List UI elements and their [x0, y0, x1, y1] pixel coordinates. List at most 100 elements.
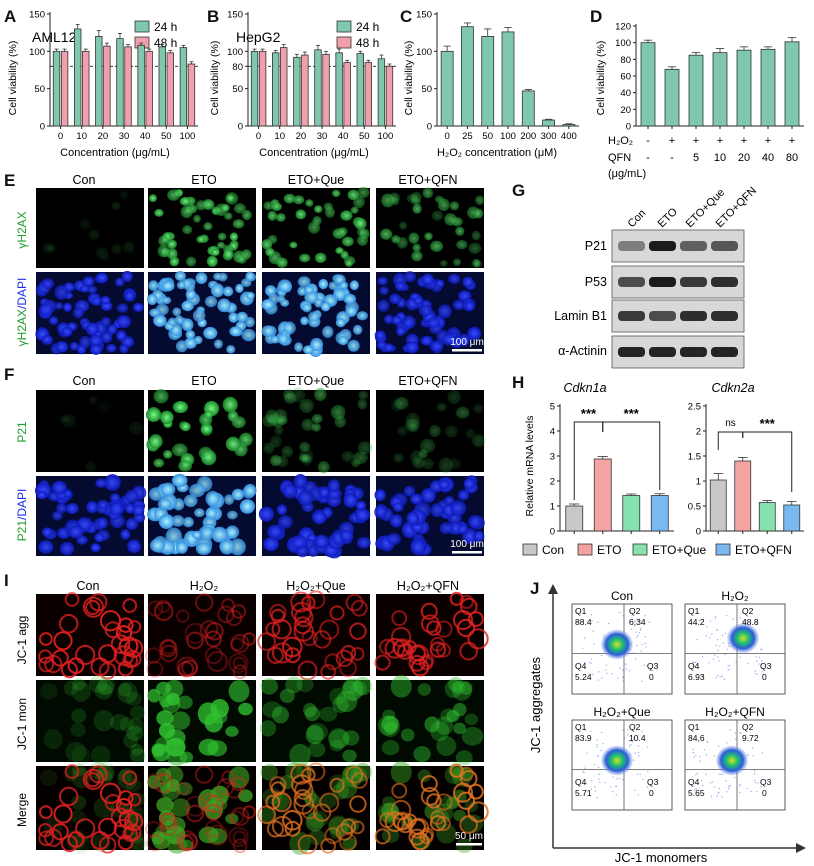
cell	[239, 499, 255, 514]
cell	[374, 654, 391, 671]
cell	[277, 515, 293, 529]
cell	[406, 511, 420, 526]
cell	[178, 660, 195, 678]
event-dot	[627, 729, 629, 731]
cell	[243, 483, 257, 498]
cell	[233, 203, 246, 214]
cell	[82, 768, 104, 790]
qfn-value: 40	[762, 152, 774, 164]
event-dot	[717, 656, 719, 658]
bar	[377, 58, 386, 127]
panel-c-ylabel: Cell viability (%)	[403, 41, 415, 116]
event-dot	[647, 770, 649, 773]
cell	[86, 501, 98, 514]
event-density	[601, 629, 633, 660]
cell	[71, 745, 91, 766]
cell	[180, 205, 193, 219]
cell	[182, 516, 194, 528]
cell	[167, 189, 181, 201]
cell	[271, 619, 292, 640]
panel-f-row1-label: P21	[15, 421, 29, 443]
cell	[110, 634, 131, 654]
cell	[75, 644, 96, 665]
event-dot	[631, 729, 633, 731]
event-dot	[692, 751, 695, 754]
cell	[176, 609, 190, 623]
cell	[189, 483, 206, 498]
q4-label: Q4	[575, 661, 587, 671]
gamma-h2ax-image	[36, 188, 144, 268]
cell	[338, 335, 349, 346]
cell	[297, 660, 318, 681]
event-dot	[757, 782, 759, 784]
cell	[297, 286, 307, 296]
gamma-h2ax-dapi-image	[374, 271, 484, 354]
scale-bar-label: 50 μm	[455, 831, 483, 842]
legend-swatch-48h	[336, 36, 352, 49]
cell	[98, 817, 118, 837]
cell	[457, 489, 470, 501]
cell	[289, 241, 298, 249]
q2-value: 48.8	[742, 617, 759, 627]
cell	[345, 765, 364, 784]
y-tick-label: 0.5	[688, 502, 701, 513]
qfn-value: 20	[738, 152, 750, 164]
event-dot	[596, 797, 598, 799]
cell	[302, 303, 312, 313]
event-dot	[596, 745, 599, 748]
cell	[95, 272, 109, 284]
protein-label: α-Actinin	[558, 344, 607, 358]
cell	[408, 817, 430, 839]
panel-f: Con ETO ETO+Que ETO+QFN P21 P21/DAPI 100…	[15, 374, 486, 559]
event-dot	[623, 669, 625, 671]
cell	[374, 330, 386, 340]
event-dot	[747, 754, 749, 757]
cell	[75, 818, 96, 839]
event-dot	[643, 664, 645, 666]
cell	[328, 727, 349, 749]
cell	[419, 829, 434, 844]
image-background	[36, 188, 144, 268]
cell	[456, 239, 468, 250]
cell	[59, 541, 75, 556]
cell	[320, 664, 337, 680]
scale-bar-label: 100 μm	[450, 539, 484, 550]
event-dot	[622, 676, 624, 678]
event-dot	[585, 782, 587, 785]
cell	[147, 772, 164, 789]
cell	[453, 722, 467, 735]
cell	[98, 676, 116, 695]
cell	[178, 834, 195, 851]
cell	[167, 239, 177, 249]
cell	[344, 260, 353, 268]
event-dot	[636, 645, 638, 647]
cell	[450, 500, 467, 517]
cell	[452, 258, 462, 266]
cell	[468, 242, 482, 254]
panel-c: Cell viability (%) H₂O₂ concentration (μ…	[403, 10, 579, 159]
cell	[449, 763, 464, 778]
event-dot	[596, 743, 598, 746]
cell	[431, 210, 443, 221]
cell	[304, 706, 321, 722]
bar	[116, 38, 124, 127]
cell	[311, 423, 322, 432]
event-dot	[584, 729, 586, 731]
cell	[195, 272, 208, 285]
cell	[270, 335, 280, 344]
panel-d-h2o2-values: - + + + + + +	[646, 135, 795, 147]
col-header: Con	[73, 374, 96, 388]
event-dot	[761, 670, 764, 672]
y-tick-label: 0	[626, 122, 631, 133]
cell	[380, 228, 393, 240]
event-dot	[696, 795, 699, 797]
cell	[241, 328, 256, 342]
panel-letter-g: G	[512, 181, 525, 200]
cell	[459, 594, 474, 609]
event-dot	[718, 787, 721, 790]
cell	[224, 494, 235, 505]
cell	[172, 443, 188, 457]
event-dot	[696, 638, 698, 641]
cell	[386, 532, 402, 545]
cell	[358, 390, 369, 400]
